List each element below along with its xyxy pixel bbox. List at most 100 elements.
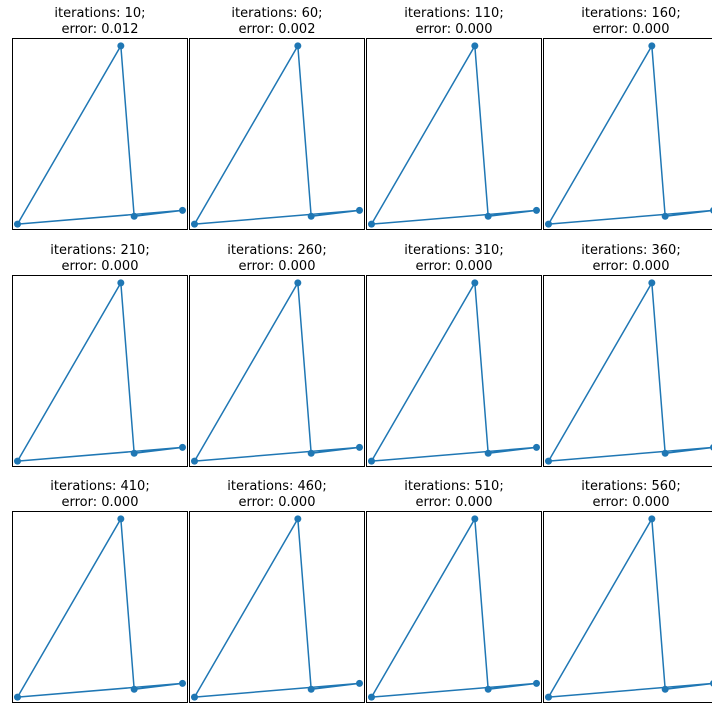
subplot-panel: iterations: 560; error: 0.000 (543, 475, 712, 705)
data-point-marker (648, 42, 656, 50)
axes-frame (189, 511, 365, 703)
subplot-panel: iterations: 510; error: 0.000 (366, 475, 542, 705)
subplot-title-error: error: 0.000 (238, 259, 316, 274)
subplot-title-error: error: 0.000 (238, 495, 316, 510)
subplot-axes (366, 38, 542, 230)
data-point-marker (117, 279, 125, 287)
data-point-marker (471, 515, 479, 523)
subplot-title: iterations: 10; error: 0.012 (12, 6, 188, 38)
data-point-marker (661, 685, 669, 693)
subplot-title-error: error: 0.000 (61, 259, 139, 274)
subplot-title-error: error: 0.000 (592, 495, 670, 510)
axes-frame (366, 38, 542, 230)
data-point-marker (307, 212, 315, 220)
subplot-title-iterations: iterations: 60; (231, 6, 323, 21)
data-point-marker (368, 457, 375, 465)
axes-frame (12, 38, 188, 230)
subplot-axes (366, 275, 542, 467)
subplot-title-iterations: iterations: 510; (404, 479, 504, 494)
data-point-marker (307, 449, 315, 457)
data-point-marker (14, 693, 21, 701)
axes-frame (543, 275, 712, 467)
data-point-marker (545, 220, 552, 228)
subplot-title-iterations: iterations: 10; (54, 6, 146, 21)
subplot-title-iterations: iterations: 260; (227, 243, 327, 258)
data-point-marker (191, 693, 198, 701)
axes-frame (543, 38, 712, 230)
subplot-panel: iterations: 410; error: 0.000 (12, 475, 188, 705)
subplot-axes (543, 511, 712, 703)
axes-frame (366, 511, 542, 703)
subplot-panel: iterations: 110; error: 0.000 (366, 2, 542, 232)
subplot-title-iterations: iterations: 110; (404, 6, 504, 21)
subplot-title-error: error: 0.002 (238, 22, 316, 37)
data-point-marker (356, 206, 363, 214)
subplot-title: iterations: 410; error: 0.000 (12, 479, 188, 511)
data-point-marker (484, 212, 492, 220)
subplot-title: iterations: 60; error: 0.002 (189, 6, 365, 38)
subplot-axes (543, 38, 712, 230)
data-point-marker (368, 693, 375, 701)
subplot-panel: iterations: 10; error: 0.012 (12, 2, 188, 232)
subplot-title-iterations: iterations: 460; (227, 479, 327, 494)
subplot-axes (543, 275, 712, 467)
data-point-marker (14, 457, 21, 465)
subplot-axes (12, 275, 188, 467)
subplot-panel: iterations: 60; error: 0.002 (189, 2, 365, 232)
data-point-marker (14, 220, 21, 228)
subplot-title-error: error: 0.000 (415, 22, 493, 37)
data-point-marker (661, 212, 669, 220)
subplot-title-error: error: 0.000 (592, 22, 670, 37)
subplot-title-iterations: iterations: 360; (581, 243, 681, 258)
subplot-title: iterations: 360; error: 0.000 (543, 243, 712, 275)
subplot-panel: iterations: 210; error: 0.000 (12, 239, 188, 469)
data-point-marker (191, 457, 198, 465)
data-point-marker (356, 679, 363, 687)
data-point-marker (661, 449, 669, 457)
subplot-title: iterations: 510; error: 0.000 (366, 479, 542, 511)
data-point-marker (484, 449, 492, 457)
axes-frame (189, 275, 365, 467)
data-point-marker (130, 449, 138, 457)
data-point-marker (294, 42, 302, 50)
data-point-marker (533, 679, 540, 687)
axes-frame (543, 511, 712, 703)
data-point-marker (368, 220, 375, 228)
data-point-marker (130, 685, 138, 693)
data-point-marker (648, 279, 656, 287)
data-point-marker (294, 515, 302, 523)
subplot-title-error: error: 0.000 (415, 259, 493, 274)
data-point-marker (533, 206, 540, 214)
subplot-title-error: error: 0.012 (61, 22, 139, 37)
subplot-panel: iterations: 260; error: 0.000 (189, 239, 365, 469)
subplot-panel: iterations: 310; error: 0.000 (366, 239, 542, 469)
data-point-marker (545, 457, 552, 465)
data-point-marker (130, 212, 138, 220)
subplot-panel: iterations: 160; error: 0.000 (543, 2, 712, 232)
subplot-panel: iterations: 360; error: 0.000 (543, 239, 712, 469)
data-point-marker (179, 443, 186, 451)
subplot-title: iterations: 210; error: 0.000 (12, 243, 188, 275)
subplot-title-error: error: 0.000 (61, 495, 139, 510)
subplot-axes (12, 38, 188, 230)
subplot-title-error: error: 0.000 (592, 259, 670, 274)
subplot-axes (189, 38, 365, 230)
subplot-axes (189, 275, 365, 467)
data-point-marker (648, 515, 656, 523)
data-point-marker (471, 279, 479, 287)
data-point-marker (484, 685, 492, 693)
data-point-marker (307, 685, 315, 693)
data-point-marker (294, 279, 302, 287)
subplot-title: iterations: 260; error: 0.000 (189, 243, 365, 275)
subplot-axes (189, 511, 365, 703)
data-point-marker (117, 42, 125, 50)
data-point-marker (545, 693, 552, 701)
subplot-title: iterations: 310; error: 0.000 (366, 243, 542, 275)
axes-frame (366, 275, 542, 467)
subplot-title-iterations: iterations: 160; (581, 6, 681, 21)
data-point-marker (179, 679, 186, 687)
data-point-marker (191, 220, 198, 228)
subplot-title-error: error: 0.000 (415, 495, 493, 510)
subplot-title: iterations: 160; error: 0.000 (543, 6, 712, 38)
